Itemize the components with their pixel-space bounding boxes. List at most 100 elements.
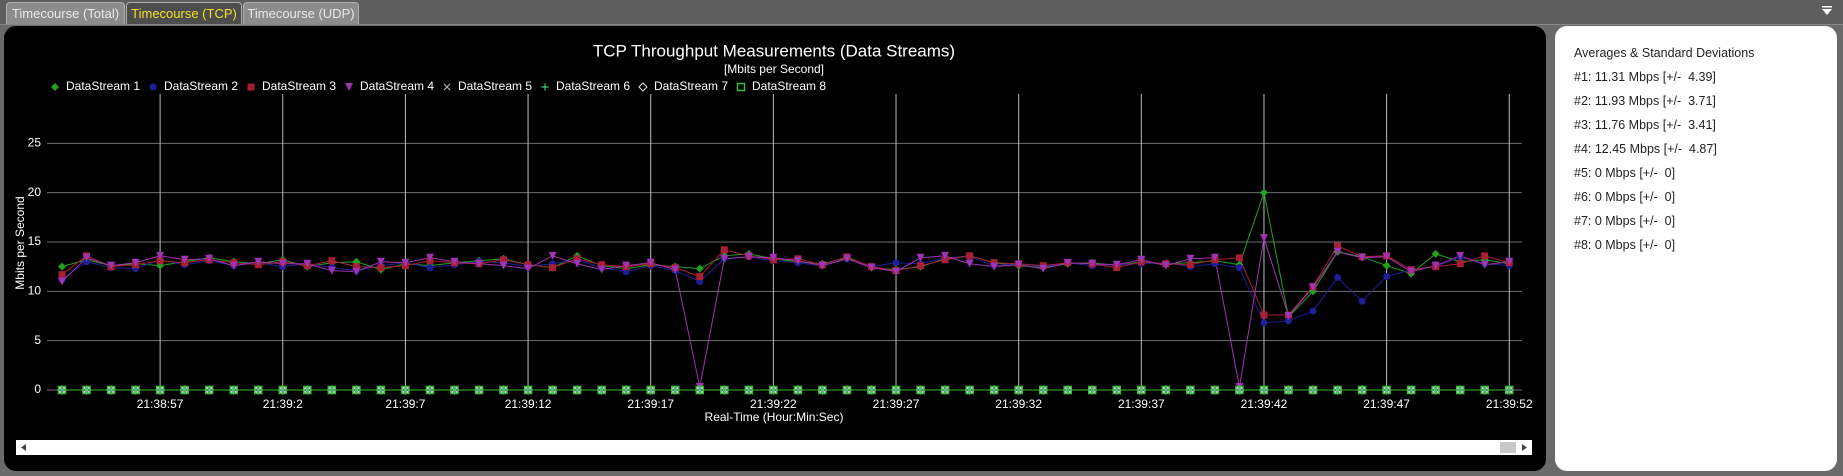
data-point bbox=[303, 259, 312, 268]
data-point bbox=[1334, 274, 1342, 282]
data-point bbox=[720, 246, 728, 254]
data-point bbox=[646, 258, 655, 267]
legend-label: DataStream 7 bbox=[654, 79, 728, 93]
data-point bbox=[818, 385, 827, 395]
data-point bbox=[1431, 261, 1440, 270]
data-point bbox=[1235, 385, 1244, 395]
series-line bbox=[61, 237, 1510, 388]
data-point bbox=[720, 385, 729, 395]
data-point bbox=[1039, 264, 1048, 273]
data-point bbox=[401, 385, 410, 395]
x-tick-label: 21:39:27 bbox=[873, 397, 920, 411]
data-point bbox=[1431, 249, 1440, 258]
x-tick-label: 21:39:37 bbox=[1118, 397, 1165, 411]
y-tick-label: 25 bbox=[28, 136, 42, 150]
data-point bbox=[769, 385, 778, 395]
stats-line: #5: 0 Mbps [+/- 0] bbox=[1574, 166, 1676, 180]
data-point bbox=[1088, 385, 1097, 395]
data-point bbox=[1309, 307, 1317, 315]
menu-button[interactable] bbox=[1821, 5, 1833, 17]
data-point bbox=[1259, 385, 1269, 395]
legend-marker bbox=[247, 83, 255, 91]
data-point bbox=[1432, 386, 1440, 394]
scroll-thumb[interactable] bbox=[1500, 442, 1516, 453]
data-point bbox=[180, 385, 189, 395]
data-point bbox=[230, 386, 238, 394]
data-point bbox=[156, 251, 165, 260]
data-point bbox=[892, 267, 901, 276]
data-point bbox=[499, 261, 508, 270]
data-point bbox=[891, 385, 901, 395]
data-point bbox=[1064, 386, 1072, 394]
data-point bbox=[425, 253, 434, 262]
y-tick-label: 5 bbox=[34, 333, 41, 347]
tab[interactable]: Timecourse (UDP) bbox=[243, 2, 359, 24]
data-point bbox=[622, 386, 630, 394]
data-point bbox=[1333, 247, 1342, 256]
data-point bbox=[1480, 260, 1489, 269]
data-point bbox=[1505, 385, 1514, 395]
data-point bbox=[966, 386, 974, 394]
data-point bbox=[990, 262, 999, 271]
data-point bbox=[1014, 260, 1023, 269]
data-point bbox=[572, 385, 582, 395]
data-point bbox=[793, 385, 803, 395]
x-tick-label: 21:39:12 bbox=[505, 397, 552, 411]
data-point bbox=[1259, 234, 1268, 243]
data-point bbox=[524, 386, 532, 394]
data-point bbox=[205, 254, 214, 263]
series-line bbox=[61, 190, 1510, 319]
y-tick-label: 10 bbox=[28, 284, 42, 298]
data-point bbox=[1285, 317, 1292, 325]
x-tick-label: 21:39:22 bbox=[750, 397, 797, 411]
data-point bbox=[867, 386, 875, 394]
data-point bbox=[1038, 385, 1048, 395]
data-point bbox=[917, 262, 925, 270]
x-tick-label: 21:38:57 bbox=[137, 397, 184, 411]
data-point bbox=[474, 385, 484, 395]
data-point bbox=[818, 386, 826, 394]
data-point bbox=[573, 255, 581, 263]
legend-label: DataStream 8 bbox=[752, 79, 826, 93]
data-point bbox=[966, 252, 974, 260]
data-point bbox=[1186, 386, 1194, 394]
scroll-right[interactable] bbox=[1522, 444, 1527, 451]
chart-subtitle: [Mbits per Second] bbox=[724, 62, 824, 76]
data-point bbox=[892, 259, 900, 267]
data-point bbox=[352, 385, 361, 395]
data-point bbox=[720, 254, 729, 263]
data-point bbox=[425, 385, 435, 395]
stats-line: #8: 0 Mbps [+/- 0] bbox=[1574, 238, 1676, 252]
data-point bbox=[695, 264, 704, 273]
data-point bbox=[1334, 242, 1342, 250]
x-tick-label: 21:39:17 bbox=[627, 397, 674, 411]
data-point bbox=[1235, 264, 1243, 272]
stats-line: #4: 12.45 Mbps [+/- 4.87] bbox=[1574, 142, 1717, 156]
data-point bbox=[793, 256, 802, 265]
data-point bbox=[1309, 283, 1318, 292]
data-point bbox=[1505, 257, 1514, 266]
data-point bbox=[83, 386, 91, 394]
data-point bbox=[352, 386, 360, 394]
data-point bbox=[1382, 261, 1391, 270]
data-point bbox=[941, 386, 949, 394]
data-point bbox=[1210, 253, 1219, 262]
data-point bbox=[965, 259, 974, 268]
data-point bbox=[1358, 253, 1367, 262]
data-point bbox=[647, 386, 655, 394]
data-point bbox=[744, 252, 753, 261]
data-point bbox=[1284, 312, 1293, 320]
legend-label: DataStream 2 bbox=[164, 79, 238, 93]
tab[interactable]: Timecourse (TCP) bbox=[126, 2, 242, 24]
scroll-left[interactable] bbox=[21, 444, 26, 451]
data-point bbox=[131, 385, 140, 395]
data-point bbox=[1161, 261, 1170, 270]
legend-label: DataStream 5 bbox=[458, 79, 532, 93]
data-point bbox=[867, 263, 876, 272]
tab[interactable]: Timecourse (Total) bbox=[6, 2, 125, 24]
legend-marker bbox=[443, 83, 451, 91]
data-point bbox=[917, 386, 925, 394]
data-point bbox=[1235, 254, 1243, 262]
data-point bbox=[156, 257, 164, 265]
y-tick-label: 20 bbox=[28, 185, 42, 199]
